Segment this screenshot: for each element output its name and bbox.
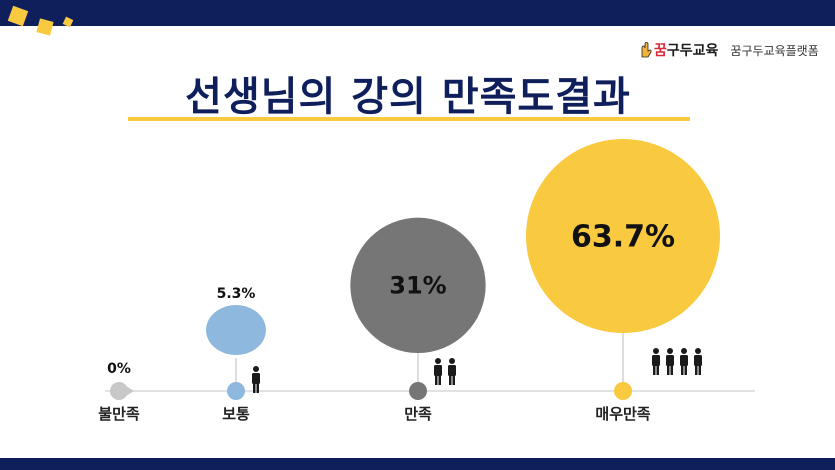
value-bubble — [526, 139, 720, 333]
value-bubble — [350, 217, 486, 353]
value-label: 5.3% — [217, 286, 256, 302]
person-icon — [434, 358, 442, 385]
category-label: 매우만족 — [595, 405, 650, 423]
page-title: 선생님의 강의 만족도결과 — [185, 74, 631, 120]
category-marker — [614, 382, 632, 400]
value-label: 0% — [107, 361, 131, 377]
person-icon — [680, 348, 688, 375]
person-icon — [694, 348, 702, 375]
bottom-bar — [0, 458, 835, 470]
category-marker — [409, 382, 427, 400]
brand-logo-accent: 꿈 — [654, 43, 667, 59]
person-icon — [666, 348, 674, 375]
person-icon — [448, 358, 456, 385]
brand-logo-text: 꿈구두교육 — [654, 40, 718, 60]
category-marker — [227, 382, 245, 400]
value-bubble — [206, 305, 266, 355]
category-label: 만족 — [404, 405, 432, 423]
value-label: 31% — [389, 272, 446, 300]
value-label: 63.7% — [571, 220, 675, 255]
top-bar — [0, 0, 835, 26]
brand: 꿈구두교육 꿈구두교육플랫폼 — [638, 40, 819, 60]
title-underline — [128, 117, 690, 121]
category-label: 불만족 — [98, 405, 140, 423]
brand-logo: 꿈구두교육 — [638, 40, 718, 60]
brand-logo-rest: 구두교육 — [666, 43, 719, 59]
person-icon — [652, 348, 660, 375]
brand-name: 꿈구두교육플랫폼 — [730, 43, 819, 58]
hand-icon — [641, 42, 652, 58]
person-icon — [252, 366, 260, 393]
category-marker — [110, 382, 128, 400]
category-label: 보통 — [222, 405, 250, 423]
marker-pointer — [126, 386, 134, 396]
